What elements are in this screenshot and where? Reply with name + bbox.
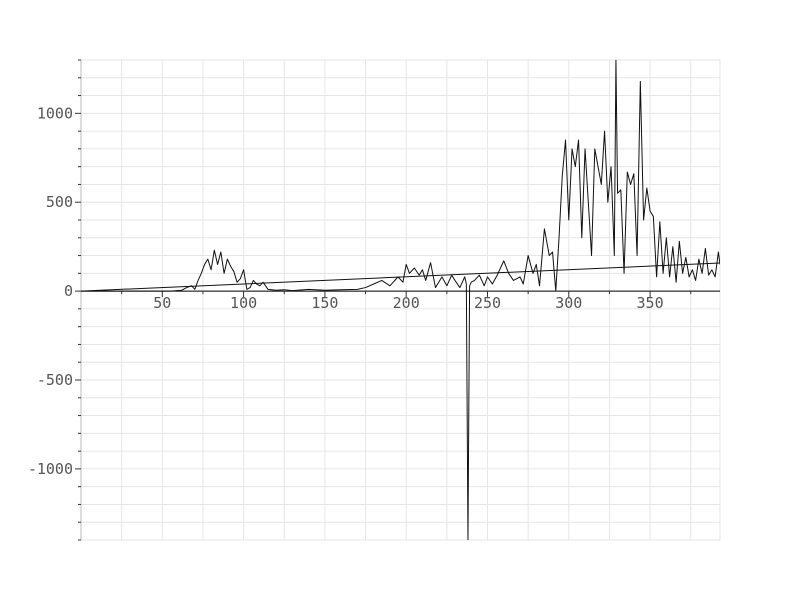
x-tick-label: 50	[153, 294, 171, 312]
x-tick-label: 100	[230, 294, 257, 312]
x-tick-label: 200	[393, 294, 420, 312]
tick-labels: 50 100 150 200 250 300 350 1000 500 0 -500 -1000	[28, 104, 664, 478]
y-tick-label: -500	[37, 371, 73, 389]
x-tick-label: 250	[474, 294, 501, 312]
series-line-trend	[81, 262, 720, 292]
series-line-signal	[81, 60, 720, 540]
y-tick-label: 1000	[37, 104, 73, 122]
series-layer	[81, 60, 720, 540]
x-tick-label: 150	[311, 294, 338, 312]
y-tick-label: 0	[64, 282, 73, 300]
major-grid	[81, 59, 721, 541]
x-tick-label: 300	[555, 294, 582, 312]
x-tick-label: 350	[637, 294, 664, 312]
axes	[75, 59, 720, 541]
y-tick-label: 500	[46, 193, 73, 211]
y-tick-label: -1000	[28, 460, 73, 478]
